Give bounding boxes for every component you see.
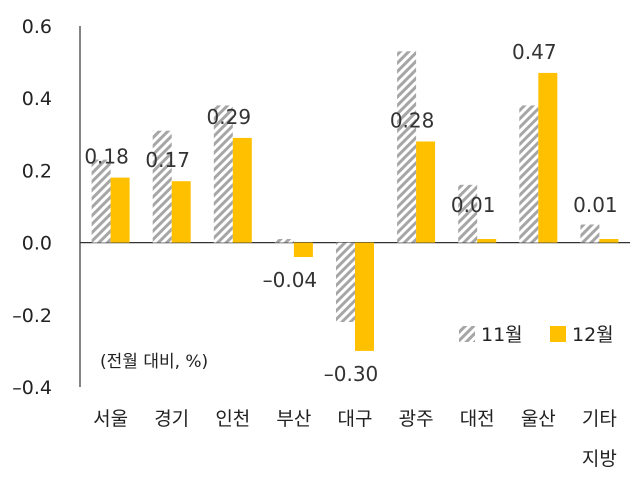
bar-12월-대전: [477, 239, 497, 243]
data-label: 0.18: [84, 145, 129, 169]
data-label: 0.29: [207, 105, 252, 129]
category-label: 대구: [338, 408, 373, 430]
data-label: 0.17: [145, 148, 190, 172]
y-tick-label: 0.0: [22, 233, 52, 255]
bar-11월-인천: [213, 105, 233, 243]
legend: 11월 12월: [459, 324, 614, 346]
unit-note: (전월 대비, %): [100, 352, 208, 372]
y-tick-label: –0.2: [12, 305, 52, 327]
bar-12월-경기: [171, 181, 191, 243]
bar-12월-인천: [232, 137, 252, 243]
data-label: –0.30: [324, 362, 379, 386]
bar-12월-기타지방: [599, 239, 619, 243]
category-label: 경기: [154, 408, 189, 430]
category-label: 기타: [582, 408, 617, 430]
legend-swatch-11월: [459, 326, 475, 342]
bar-12월-대구: [355, 242, 374, 351]
bar-11월-광주: [397, 51, 417, 243]
bar-11월-서울: [91, 159, 111, 243]
bar-12월-울산: [538, 72, 558, 243]
legend-label-12월: 12월: [572, 324, 614, 346]
y-tick-label: 0.2: [22, 160, 52, 182]
y-tick-label: 0.6: [22, 16, 52, 38]
bar-11월-부산: [274, 239, 294, 243]
category-label: 울산: [521, 408, 556, 430]
data-label: 0.47: [512, 40, 557, 64]
bar-11월-기타지방: [580, 224, 600, 243]
y-tick-label: 0.4: [22, 88, 52, 110]
data-label: –0.04: [263, 268, 318, 292]
legend-label-11월: 11월: [481, 324, 523, 346]
category-label: 광주: [399, 408, 434, 430]
data-label: 0.01: [573, 193, 618, 217]
category-label: 서울: [93, 408, 128, 430]
bar-11월-대전: [458, 184, 478, 243]
bar-12월-광주: [416, 141, 436, 243]
category-label: 지방: [582, 448, 617, 470]
category-label: 인천: [215, 408, 250, 430]
data-label: 0.01: [451, 193, 496, 217]
category-label: 대전: [460, 408, 495, 430]
data-label: 0.28: [390, 109, 435, 133]
bar-12월-부산: [293, 242, 313, 257]
category-label: 부산: [276, 408, 311, 430]
bar-11월-대구: [336, 242, 355, 322]
y-tick-label: –0.4: [12, 377, 52, 399]
bar-12월-서울: [110, 177, 130, 243]
bar-11월-경기: [152, 130, 172, 243]
legend-swatch-12월: [550, 326, 566, 342]
bar-11월-울산: [519, 105, 539, 243]
